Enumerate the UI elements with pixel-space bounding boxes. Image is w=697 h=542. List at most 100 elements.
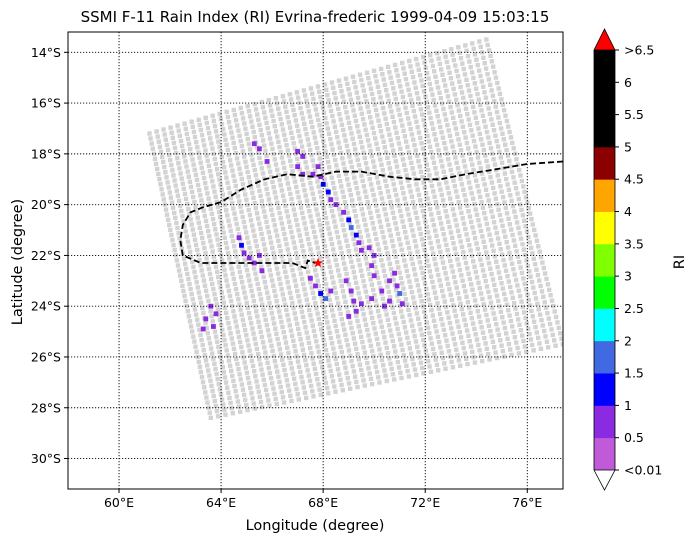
no-rain-pixel	[386, 98, 391, 103]
no-rain-pixel	[334, 229, 339, 235]
no-rain-pixel	[390, 372, 396, 377]
no-rain-pixel	[328, 236, 334, 242]
no-rain-pixel	[295, 222, 300, 228]
no-rain-pixel	[429, 308, 434, 313]
rain-pixel	[264, 159, 270, 164]
no-rain-pixel	[392, 91, 397, 96]
no-rain-pixel	[285, 115, 290, 120]
no-rain-pixel	[402, 100, 407, 105]
no-rain-pixel	[453, 189, 459, 194]
no-rain-pixel	[303, 325, 308, 330]
no-rain-pixel	[326, 325, 331, 330]
no-rain-pixel	[556, 325, 561, 331]
no-rain-pixel	[379, 357, 385, 363]
no-rain-pixel	[236, 404, 242, 409]
rain-pixel	[399, 301, 405, 307]
no-rain-pixel	[309, 119, 314, 125]
no-rain-pixel	[382, 111, 387, 116]
no-rain-pixel	[382, 82, 388, 88]
no-rain-pixel	[255, 384, 260, 389]
no-rain-pixel	[299, 177, 305, 182]
no-rain-pixel	[276, 238, 281, 243]
no-rain-pixel	[454, 347, 459, 352]
rain-pixel	[300, 171, 306, 177]
no-rain-pixel	[468, 64, 473, 70]
no-rain-pixel	[472, 201, 477, 207]
no-rain-pixel	[492, 99, 497, 104]
no-rain-pixel	[496, 270, 502, 275]
no-rain-pixel	[445, 310, 450, 315]
no-rain-pixel	[418, 231, 423, 237]
no-rain-pixel	[383, 212, 388, 217]
no-rain-pixel	[244, 230, 249, 235]
no-rain-pixel	[199, 337, 204, 343]
no-rain-pixel	[422, 247, 427, 253]
no-rain-pixel	[171, 173, 176, 178]
no-rain-pixel	[417, 260, 423, 265]
no-rain-pixel	[221, 332, 226, 338]
no-rain-pixel	[311, 262, 317, 268]
no-rain-pixel	[380, 105, 386, 111]
no-rain-pixel	[270, 179, 275, 185]
no-rain-pixel	[271, 250, 276, 256]
no-rain-pixel	[513, 214, 518, 220]
no-rain-pixel	[169, 163, 174, 168]
no-rain-pixel	[505, 182, 510, 187]
no-rain-pixel	[503, 297, 508, 302]
no-rain-pixel	[463, 106, 469, 111]
no-rain-pixel	[214, 409, 220, 414]
no-rain-pixel	[456, 262, 461, 267]
no-rain-pixel	[259, 264, 264, 269]
no-rain-pixel	[354, 379, 359, 385]
rain-pixel	[259, 268, 265, 274]
no-rain-pixel	[207, 341, 213, 346]
no-rain-pixel	[340, 222, 345, 228]
no-rain-pixel	[317, 321, 323, 327]
no-rain-pixel	[496, 178, 502, 183]
no-rain-pixel	[322, 243, 328, 249]
no-rain-pixel	[455, 74, 461, 79]
no-rain-pixel	[388, 137, 393, 143]
no-rain-pixel	[396, 265, 401, 270]
no-rain-pixel	[379, 324, 384, 329]
no-rain-pixel	[216, 209, 222, 215]
no-rain-pixel	[333, 96, 338, 101]
no-rain-pixel	[494, 322, 499, 327]
no-rain-pixel	[380, 168, 385, 173]
no-rain-pixel	[236, 161, 241, 166]
no-rain-pixel	[322, 375, 327, 380]
no-rain-pixel	[424, 224, 429, 230]
no-rain-pixel	[188, 324, 194, 329]
no-rain-pixel	[402, 258, 407, 263]
no-rain-pixel	[276, 342, 281, 347]
no-rain-pixel	[287, 125, 293, 130]
no-rain-pixel	[482, 210, 487, 216]
no-rain-pixel	[331, 152, 337, 158]
no-rain-pixel	[179, 208, 184, 214]
no-rain-pixel	[484, 346, 490, 351]
no-rain-pixel	[255, 314, 260, 319]
no-rain-pixel	[308, 147, 313, 153]
no-rain-pixel	[386, 289, 392, 295]
no-rain-pixel	[478, 353, 484, 358]
no-rain-pixel	[332, 124, 338, 129]
no-rain-pixel	[388, 328, 393, 333]
no-rain-pixel	[461, 66, 466, 72]
no-rain-pixel	[469, 253, 475, 259]
no-rain-pixel	[313, 268, 318, 273]
no-rain-pixel	[537, 341, 542, 346]
rain-pixel	[310, 171, 316, 177]
no-rain-pixel	[314, 240, 319, 245]
no-rain-pixel	[484, 37, 489, 42]
no-rain-pixel	[240, 214, 245, 220]
no-rain-pixel	[238, 138, 243, 144]
no-rain-pixel	[490, 122, 495, 127]
no-rain-pixel	[305, 302, 311, 308]
no-rain-pixel	[518, 173, 523, 178]
no-rain-pixel	[188, 286, 193, 292]
no-rain-pixel	[484, 284, 490, 289]
no-rain-pixel	[346, 381, 352, 386]
no-rain-pixel	[169, 232, 174, 238]
no-rain-pixel	[217, 317, 223, 322]
no-rain-pixel	[404, 235, 409, 240]
